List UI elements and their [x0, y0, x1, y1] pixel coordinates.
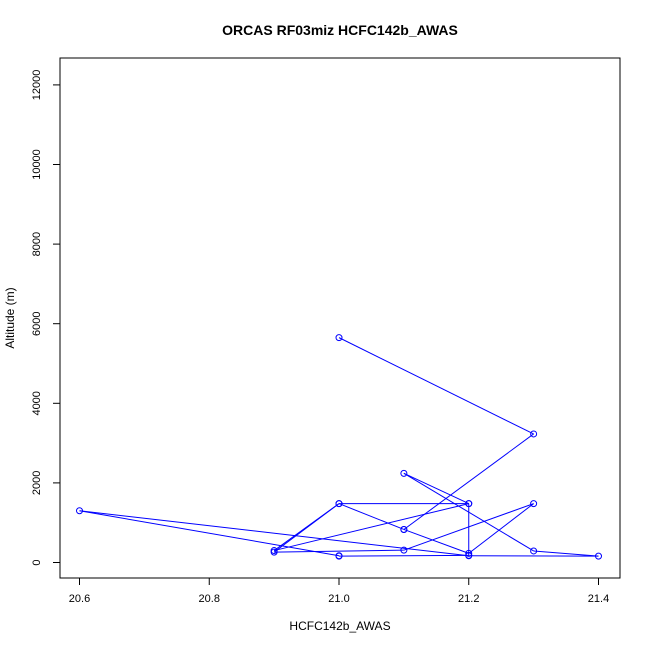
y-tick-label: 8000	[31, 232, 43, 256]
series-segment	[403, 528, 469, 554]
x-tick-label: 21.0	[328, 593, 349, 605]
series-segment	[274, 549, 404, 553]
y-axis-label: Altitude (m)	[3, 287, 17, 348]
series-segment	[79, 510, 469, 557]
series-segment	[403, 472, 534, 552]
data-point	[400, 525, 408, 533]
y-tick-label: 6000	[31, 311, 43, 335]
chart-title: ORCAS RF03miz HCFC142b_AWAS	[222, 22, 458, 38]
data-point	[530, 500, 538, 508]
data-point	[335, 552, 343, 560]
series-segment	[338, 337, 534, 435]
series-segment	[533, 550, 599, 557]
y-tick-label: 12000	[31, 70, 43, 101]
x-tick-label: 21.4	[588, 593, 609, 605]
x-axis-label: HCFC142b_AWAS	[289, 619, 390, 633]
data-point	[400, 546, 408, 554]
series-segment	[468, 503, 534, 554]
data-point	[465, 549, 473, 557]
plot-frame	[59, 57, 621, 579]
series-lines	[79, 337, 599, 557]
series-segment	[274, 503, 469, 552]
series-segment	[273, 503, 340, 551]
series-segment	[338, 503, 405, 530]
x-tick-label: 20.6	[69, 593, 90, 605]
data-point	[335, 334, 343, 342]
data-point	[76, 507, 83, 515]
data-point	[595, 552, 602, 560]
series-points	[76, 334, 602, 560]
series-segment	[403, 472, 469, 505]
y-tick-label: 0	[31, 559, 43, 565]
y-tick-label: 4000	[31, 391, 43, 415]
x-tick-label: 20.8	[199, 593, 220, 605]
x-axis: 20.6 20.8 21.0 21.2 21.4	[69, 577, 609, 605]
data-point	[270, 547, 278, 555]
data-point	[530, 430, 538, 438]
y-tick-label: 2000	[31, 471, 43, 495]
series-segment	[79, 510, 340, 557]
data-point	[465, 500, 473, 508]
data-point	[465, 552, 473, 560]
y-tick-label: 10000	[31, 149, 43, 180]
y-axis: 0 2000 4000 6000 8000 10000 12000	[31, 70, 61, 566]
series-segment	[338, 554, 469, 557]
data-point	[400, 469, 408, 477]
data-point	[530, 547, 538, 555]
x-tick-label: 21.2	[458, 593, 479, 605]
data-point	[335, 500, 343, 508]
